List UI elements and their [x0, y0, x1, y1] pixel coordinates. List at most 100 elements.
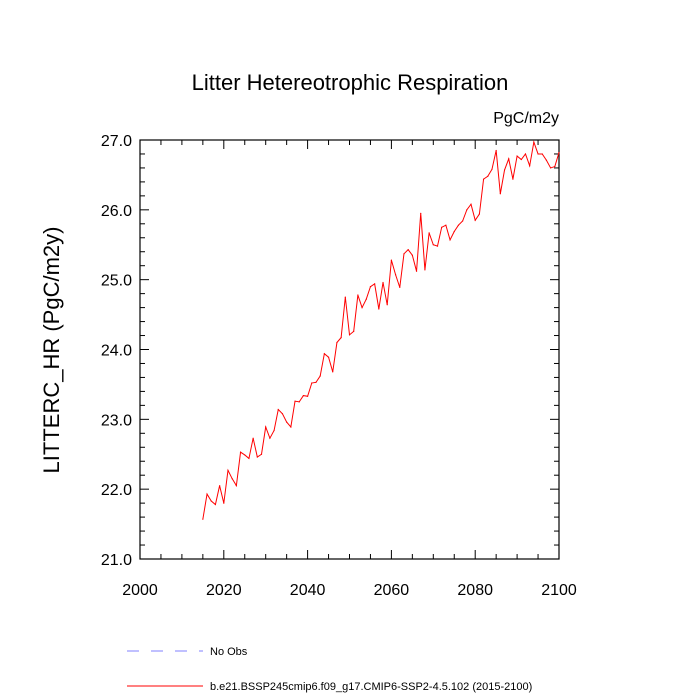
- legend: No Obs b.e21.BSSP245cmip6.f09_g17.CMIP6-…: [127, 646, 532, 693]
- data-point: [457, 224, 460, 226]
- data-point: [516, 155, 518, 157]
- data-point: [357, 294, 359, 296]
- data-point: [348, 334, 351, 336]
- data-point: [219, 485, 221, 487]
- data-point: [294, 400, 296, 402]
- data-point: [265, 426, 267, 428]
- data-point: [336, 341, 338, 344]
- data-point: [382, 281, 384, 284]
- data-point: [277, 408, 279, 411]
- data-point: [273, 429, 275, 432]
- axis-ticks: [139, 139, 560, 560]
- data-point: [420, 212, 422, 214]
- data-point: [239, 451, 242, 453]
- x-tick-label: 2040: [290, 582, 326, 599]
- data-point: [462, 220, 464, 222]
- data-point: [445, 224, 447, 226]
- data-point: [554, 165, 556, 168]
- y-tick-label: 24.0: [101, 343, 132, 360]
- data-point: [214, 503, 217, 506]
- data-point: [202, 518, 204, 520]
- data-point: [327, 356, 330, 358]
- data-point: [269, 437, 271, 439]
- data-point: [369, 286, 372, 288]
- data-point: [436, 245, 439, 247]
- plot-frame: [139, 139, 560, 560]
- data-point: [340, 337, 342, 339]
- x-tick-label: 2020: [206, 582, 242, 599]
- data-point: [378, 308, 380, 310]
- data-point: [210, 500, 212, 502]
- data-point: [474, 219, 476, 221]
- data-point: [311, 382, 313, 384]
- x-tick-label: 2060: [374, 582, 410, 599]
- series-line: [202, 140, 560, 520]
- x-tick-label: 2100: [541, 582, 577, 599]
- legend-label-no-obs: No Obs: [210, 646, 248, 658]
- data-point: [466, 209, 468, 211]
- y-tick-label: 25.0: [101, 273, 132, 290]
- data-point: [428, 232, 430, 234]
- data-point: [491, 168, 493, 170]
- data-point: [537, 153, 539, 155]
- data-point: [281, 413, 284, 415]
- data-point: [256, 456, 258, 458]
- data-point: [499, 193, 501, 195]
- data-point: [353, 330, 355, 332]
- y-axis-label: LITTERC_HR (PgC/m2y): [39, 227, 64, 474]
- data-point: [244, 454, 246, 456]
- data-point: [365, 298, 367, 300]
- data-point: [231, 478, 233, 480]
- data-point: [394, 274, 397, 276]
- data-point: [411, 254, 413, 256]
- data-point: [470, 203, 472, 205]
- data-point: [558, 151, 560, 154]
- y-tick-label: 23.0: [101, 412, 132, 429]
- data-point: [344, 296, 346, 298]
- legend-label-model: b.e21.BSSP245cmip6.f09_g17.CMIP6-SSP2-4.…: [210, 681, 532, 693]
- data-point: [298, 401, 300, 403]
- data-point: [248, 457, 250, 460]
- data-point: [302, 394, 305, 397]
- data-point: [332, 371, 334, 373]
- chart-title: Litter Hetereotrophic Respiration: [192, 70, 509, 95]
- data-point: [424, 269, 426, 271]
- data-point: [487, 175, 489, 177]
- data-point: [432, 244, 434, 246]
- y-tick-label: 21.0: [101, 552, 132, 569]
- data-point: [286, 421, 288, 423]
- tick-labels: 2000 2020 2040 2060 2080 2100 21.0 22.0 23.0 24.0…: [101, 133, 577, 599]
- data-point: [550, 167, 552, 169]
- y-tick-label: 27.0: [101, 133, 132, 150]
- data-point: [307, 395, 309, 397]
- series-points: [202, 141, 560, 520]
- data-point: [399, 286, 401, 288]
- data-point: [529, 165, 531, 167]
- data-point: [415, 270, 418, 272]
- x-tick-label: 2000: [122, 582, 158, 599]
- data-point: [361, 307, 363, 309]
- data-point: [386, 304, 388, 306]
- units-label: PgC/m2y: [493, 110, 559, 127]
- data-point: [541, 153, 543, 155]
- data-point: [403, 253, 405, 255]
- x-tick-label: 2080: [457, 582, 493, 599]
- data-point: [520, 158, 522, 161]
- data-point: [319, 375, 321, 377]
- data-point: [524, 153, 527, 155]
- data-point: [407, 249, 409, 251]
- data-point: [390, 259, 392, 261]
- data-point: [449, 239, 451, 241]
- y-tick-label: 26.0: [101, 203, 132, 220]
- data-point: [495, 149, 497, 152]
- data-point: [315, 381, 317, 383]
- data-point: [223, 502, 225, 504]
- data-point: [508, 158, 510, 160]
- data-point: [512, 178, 514, 180]
- data-point: [503, 169, 506, 171]
- y-tick-label: 22.0: [101, 482, 132, 499]
- data-point: [533, 141, 535, 143]
- data-point: [374, 283, 376, 285]
- data-point: [227, 469, 229, 471]
